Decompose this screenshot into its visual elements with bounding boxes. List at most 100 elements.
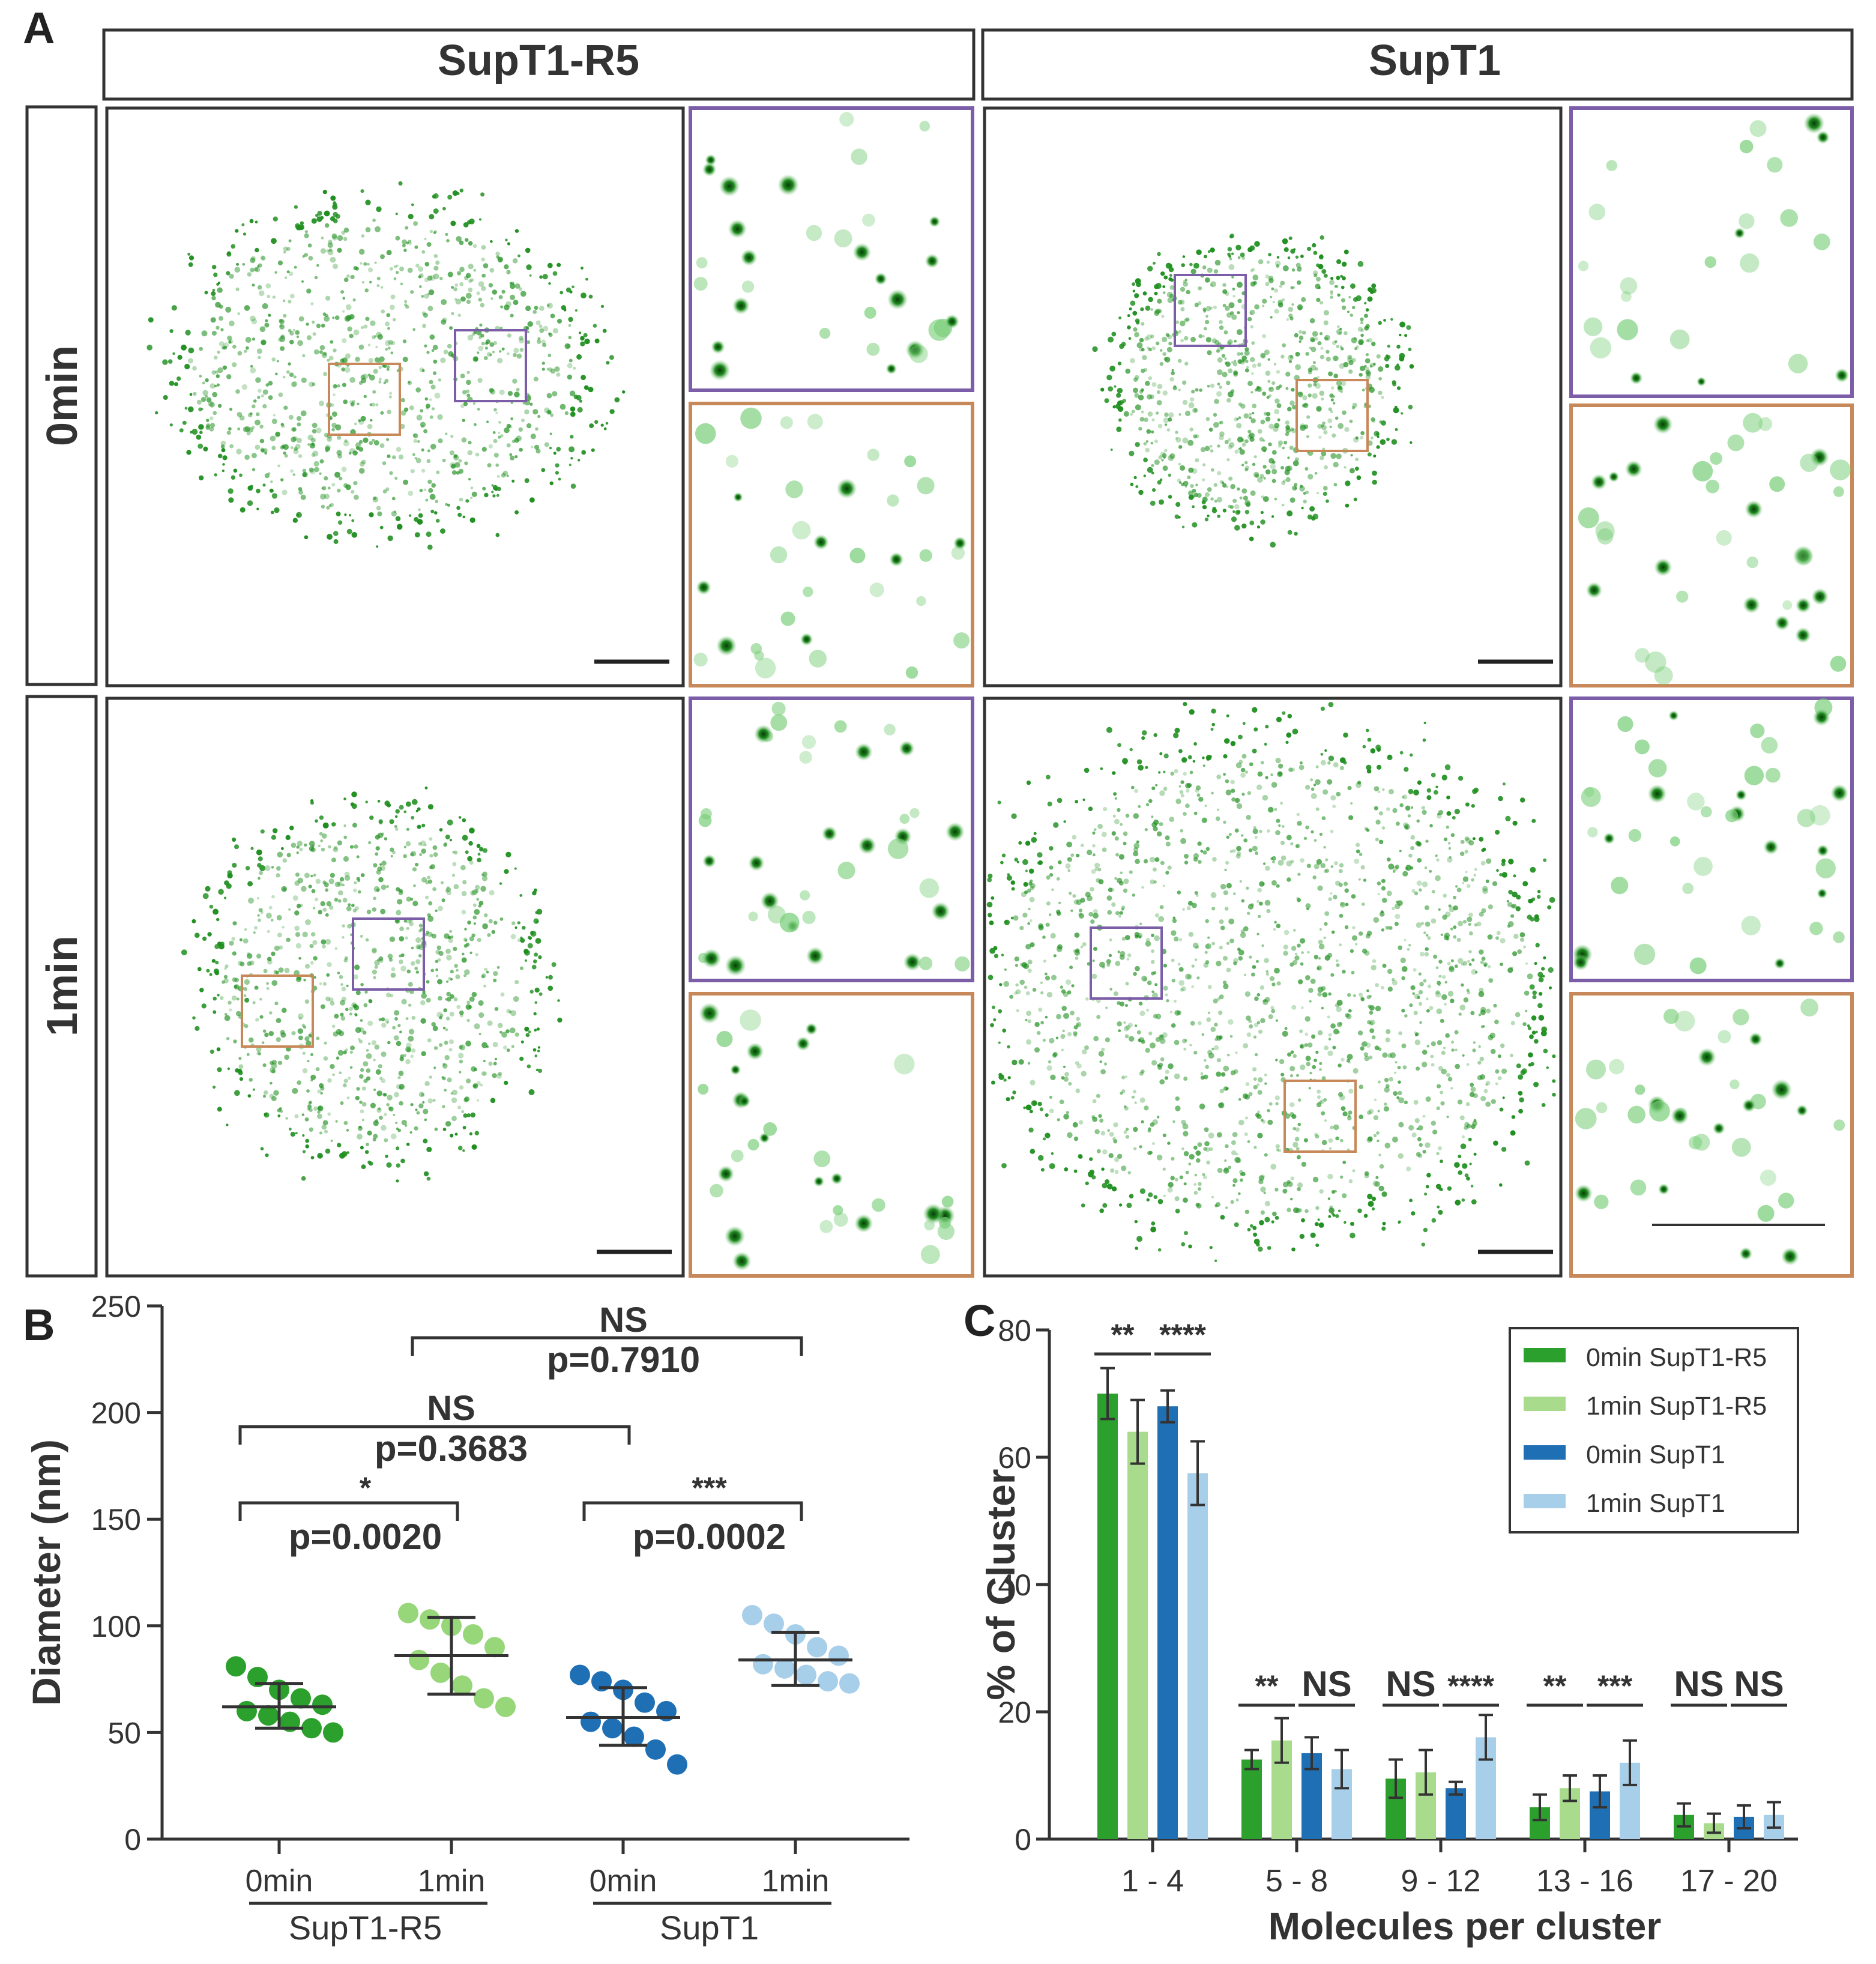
c-x-tick-label: 17 - 20 bbox=[1680, 1864, 1778, 1899]
c-legend-label: 0min SupT1-R5 bbox=[1586, 1343, 1767, 1372]
b-data-point bbox=[452, 1675, 472, 1696]
zoom-supt1-0min-purple bbox=[1569, 106, 1854, 398]
b-p-value-label: p=0.0020 bbox=[289, 1517, 442, 1557]
c-significance-label: ** bbox=[1255, 1669, 1279, 1703]
c-significance-label: NS bbox=[1734, 1664, 1784, 1704]
b-data-point bbox=[624, 1726, 644, 1747]
cell-image-supt1-0min bbox=[983, 106, 1563, 687]
c-bar bbox=[1241, 1759, 1262, 1839]
b-data-point bbox=[312, 1694, 333, 1715]
c-y-tick-label: 0 bbox=[1015, 1823, 1031, 1857]
c-legend: 0min SupT1-R5 1min SupT1-R5 0min SupT1 1min… bbox=[1509, 1327, 1799, 1533]
c-y-axis-label: % of Cluster bbox=[979, 1469, 1023, 1700]
zoom-supt1-r5-0min-orange bbox=[689, 402, 974, 687]
b-data-point bbox=[570, 1664, 590, 1685]
b-comparison-bracket bbox=[411, 1336, 803, 1356]
c-significance-label: NS bbox=[1386, 1664, 1435, 1704]
b-y-tick-label: 0 bbox=[124, 1823, 141, 1857]
b-data-point bbox=[291, 1688, 311, 1709]
c-bar bbox=[1097, 1394, 1118, 1839]
b-data-point bbox=[301, 1718, 322, 1739]
b-significance-label: NS bbox=[427, 1389, 475, 1428]
b-x-tick-label: 0min bbox=[590, 1864, 657, 1899]
zoom-supt1-1min-orange bbox=[1569, 992, 1854, 1278]
c-significance-label: ** bbox=[1111, 1318, 1135, 1352]
b-comparison-bracket bbox=[238, 1501, 459, 1521]
microscopy-images bbox=[105, 106, 1854, 1278]
row-header-0min: 0min bbox=[38, 345, 86, 446]
c-x-tick-label: 1 - 4 bbox=[1121, 1864, 1184, 1899]
row-box-0min bbox=[25, 105, 98, 686]
c-significance-label: ** bbox=[1543, 1669, 1567, 1703]
b-data-point bbox=[818, 1671, 838, 1692]
b-comparison-bracket bbox=[238, 1425, 631, 1445]
b-y-tick-label: 250 bbox=[91, 1290, 141, 1323]
c-x-tick-label: 5 - 8 bbox=[1265, 1864, 1328, 1899]
b-data-point bbox=[839, 1673, 860, 1694]
c-significance-label: NS bbox=[1674, 1664, 1724, 1704]
c-legend-swatch bbox=[1524, 1445, 1566, 1460]
b-data-point bbox=[581, 1711, 601, 1732]
b-y-tick-label: 100 bbox=[91, 1610, 141, 1643]
row-box-1min bbox=[25, 695, 98, 1278]
cell-image-supt1-r5-1min bbox=[105, 696, 685, 1278]
c-x-tick-label: 13 - 16 bbox=[1536, 1864, 1633, 1899]
column-header-supt1: SupT1 bbox=[1369, 37, 1501, 85]
b-group-label: SupT1-R5 bbox=[289, 1909, 442, 1947]
c-bar bbox=[1446, 1788, 1466, 1839]
c-x-axis-label: Molecules per cluster bbox=[1268, 1905, 1661, 1948]
b-y-axis-label: Diameter (nm) bbox=[24, 1439, 68, 1706]
b-significance-label: *** bbox=[692, 1471, 727, 1505]
c-legend-label: 0min SupT1 bbox=[1586, 1440, 1725, 1469]
c-bar bbox=[1187, 1473, 1208, 1839]
b-data-point bbox=[258, 1705, 279, 1726]
c-legend-swatch bbox=[1524, 1494, 1566, 1508]
b-y-tick-label: 50 bbox=[107, 1716, 141, 1750]
b-data-point bbox=[409, 1649, 429, 1670]
b-x-tick-label: 1min bbox=[418, 1864, 486, 1899]
zoom-supt1-1min-purple bbox=[1569, 696, 1854, 982]
b-data-point bbox=[807, 1637, 827, 1658]
b-y-tick-label: 200 bbox=[91, 1397, 141, 1430]
b-data-point bbox=[484, 1637, 505, 1658]
cell-image-supt1-r5-0min bbox=[105, 106, 685, 687]
b-significance-label: * bbox=[360, 1471, 372, 1505]
b-x-tick-label: 1min bbox=[762, 1864, 830, 1899]
b-data-point bbox=[753, 1654, 773, 1675]
cluster-bar-chart: 0 20 40 60 80 % of Cluster Molecules per clust… bbox=[979, 1314, 1799, 1948]
b-p-value-label: p=0.0002 bbox=[633, 1517, 786, 1557]
b-data-point bbox=[474, 1688, 494, 1709]
b-data-point bbox=[828, 1645, 849, 1666]
zoom-supt1-r5-1min-purple bbox=[689, 696, 974, 982]
panel-b-letter: B bbox=[23, 1300, 55, 1350]
c-significance-label: **** bbox=[1159, 1318, 1206, 1352]
c-legend-label: 1min SupT1 bbox=[1586, 1489, 1725, 1518]
b-data-point bbox=[796, 1664, 816, 1685]
b-data-point bbox=[667, 1754, 687, 1775]
b-p-value-label: p=0.3683 bbox=[375, 1428, 528, 1469]
b-data-point bbox=[430, 1662, 451, 1683]
c-legend-label: 1min SupT1-R5 bbox=[1586, 1392, 1767, 1421]
b-data-point bbox=[463, 1624, 483, 1645]
header-box-supt1-r5 bbox=[102, 28, 976, 101]
c-significance-label: NS bbox=[1301, 1664, 1351, 1704]
column-header-supt1-r5: SupT1-R5 bbox=[438, 37, 639, 85]
header-box-supt1 bbox=[981, 28, 1854, 101]
b-data-point bbox=[774, 1658, 795, 1679]
b-data-point bbox=[764, 1613, 784, 1634]
zoom-supt1-r5-0min-purple bbox=[689, 106, 974, 392]
c-y-tick-label: 40 bbox=[998, 1568, 1031, 1602]
b-data-point bbox=[602, 1718, 623, 1739]
panel-c-letter: C bbox=[964, 1296, 995, 1346]
c-legend-swatch bbox=[1524, 1397, 1566, 1411]
b-data-point bbox=[635, 1692, 655, 1713]
c-bar bbox=[1127, 1431, 1148, 1839]
diameter-scatter-chart: 0 50 100 150 200 250 Diameter (nm) 0min 1min 0min… bbox=[24, 1290, 909, 1947]
c-x-tick-label: 9 - 12 bbox=[1401, 1864, 1481, 1899]
panel-a-letter: A bbox=[23, 3, 55, 53]
c-legend-swatch bbox=[1524, 1348, 1566, 1362]
b-data-point bbox=[323, 1722, 343, 1743]
zoom-supt1-r5-1min-orange bbox=[689, 992, 974, 1278]
c-bar bbox=[1157, 1406, 1178, 1839]
